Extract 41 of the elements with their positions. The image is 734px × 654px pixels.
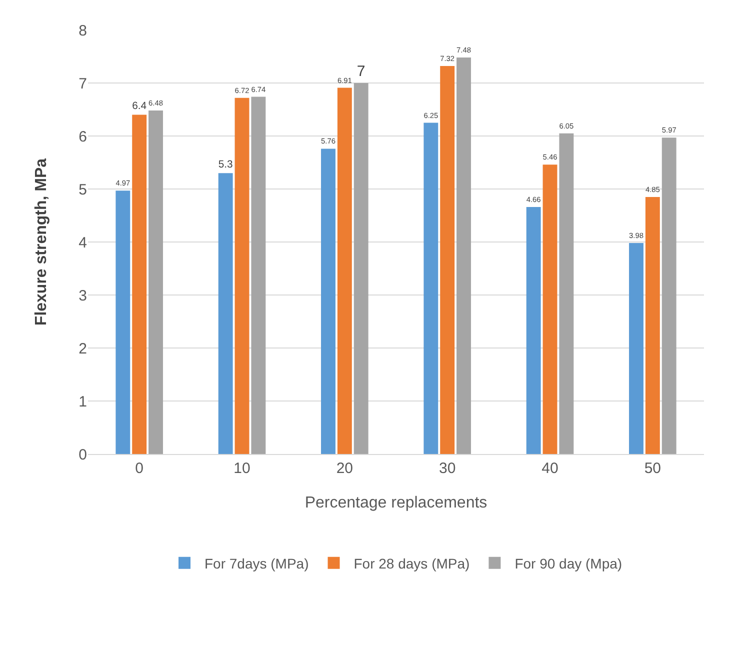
data-label: 7 <box>356 63 366 80</box>
x-tick-label: 10 <box>234 460 250 477</box>
bar <box>645 196 660 454</box>
bar <box>629 243 644 454</box>
bar <box>559 133 574 454</box>
y-tick-label: 5 <box>78 181 87 198</box>
y-axis-title: Flexure strength, MPa <box>33 158 50 326</box>
bar <box>218 173 233 454</box>
legend-label: For 28 days (MPa) <box>354 555 470 572</box>
data-label: 6.4 <box>132 101 147 112</box>
y-tick-label: 1 <box>78 393 87 410</box>
legend-label: For 90 day (Mpa) <box>514 555 622 572</box>
y-tick-label: 0 <box>78 446 87 464</box>
bar <box>132 114 147 454</box>
bar <box>337 88 352 454</box>
x-tick-label: 40 <box>542 460 558 477</box>
bar <box>234 98 250 454</box>
x-tick-label: 20 <box>336 460 354 477</box>
bar <box>424 122 438 454</box>
bar <box>116 190 130 454</box>
bar <box>542 164 558 454</box>
bar <box>662 138 676 454</box>
bar <box>354 83 368 454</box>
bar <box>440 66 455 454</box>
y-tick-label: 8 <box>78 22 87 40</box>
bar <box>251 96 266 454</box>
x-tick-label: 0 <box>135 460 144 477</box>
y-tick-label: 3 <box>78 287 87 304</box>
bar <box>148 110 163 454</box>
bar <box>456 58 471 454</box>
y-tick-label: 6 <box>78 128 87 146</box>
y-tick-label: 4 <box>78 234 87 252</box>
legend-label: For 7days (MPa) <box>204 555 309 572</box>
x-tick-label: 50 <box>644 460 662 477</box>
x-tick-label: 30 <box>438 460 456 477</box>
y-tick-label: 2 <box>78 340 87 358</box>
bar <box>526 207 541 454</box>
y-tick-label: 7 <box>78 75 87 92</box>
data-label: 5.3 <box>218 159 234 170</box>
bar <box>321 148 336 454</box>
x-axis-title: Percentage replacements <box>304 494 488 512</box>
